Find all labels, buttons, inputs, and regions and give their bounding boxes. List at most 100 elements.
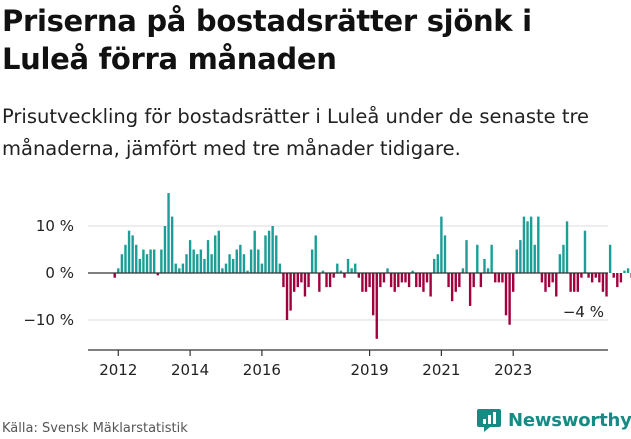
bar [303,273,307,297]
bar [537,216,540,273]
bar [494,273,497,283]
bar [210,254,213,273]
bar [540,273,544,283]
bar [533,244,536,273]
bar [501,273,504,283]
bar [587,273,590,278]
x-tick-label: 2016 [243,361,281,379]
bar [300,273,303,283]
bar [583,230,587,273]
bar [407,273,411,288]
source-note: Källa: Svensk Mäklarstatistik [2,421,188,436]
bar [217,230,221,273]
bar [616,273,619,288]
bar [267,230,271,273]
bar [135,244,138,273]
bar [386,268,389,273]
bar [436,254,439,273]
bar [447,273,450,288]
bar [185,254,188,273]
bar [142,249,145,273]
bar [332,273,335,278]
bar [368,273,371,288]
bar [174,263,177,273]
bar [228,254,231,273]
bar [339,270,343,273]
bar [199,249,203,273]
bar [580,273,583,278]
bar [167,193,170,273]
bar [565,221,569,273]
bar [149,249,152,273]
bar [124,244,127,273]
y-tick-label: 10 % [36,217,74,235]
bar [188,240,192,273]
bar [389,273,393,288]
bar [379,273,382,288]
bar [411,270,414,273]
bar [601,273,605,292]
bar [275,235,278,273]
bar [336,263,339,273]
newsworthy-logo[interactable]: Newsworthy [476,407,631,433]
bar [278,263,282,273]
bar [400,273,404,283]
bar [497,273,501,283]
bar [354,263,357,273]
bar [343,273,346,278]
bar [371,273,375,316]
last-value-label: −4 % [563,303,604,321]
bar [224,263,228,273]
bar [145,254,149,273]
bar [573,273,576,292]
bar [594,273,597,278]
x-tick-label: 2023 [494,361,532,379]
bar [307,273,310,288]
bar [590,273,594,283]
brand-name: Newsworthy [508,409,631,431]
bar [231,258,235,273]
bar [555,273,558,297]
bar [486,268,490,273]
bar [285,273,289,320]
bar [160,249,163,273]
x-tick-label: 2019 [350,361,388,379]
bar [163,226,167,273]
bar [562,244,565,273]
bar [558,254,562,273]
bar [598,273,601,283]
bar [264,235,267,273]
bar [508,273,511,325]
bar [519,240,522,273]
bar [192,249,195,273]
bar [152,249,156,273]
bar [529,216,533,273]
bar [214,235,217,273]
bar [221,268,224,273]
bar [623,270,626,273]
bar [364,273,368,292]
bar [260,263,264,273]
newsworthy-bars-icon [477,409,501,432]
bar [181,263,185,273]
bar [206,240,210,273]
bar [170,216,174,273]
bar [544,273,547,292]
bar [612,273,615,278]
bar [325,273,328,288]
bar [310,249,314,273]
bar [271,226,274,273]
bar [504,273,508,316]
bar [361,273,364,292]
bar [393,273,396,292]
bar [178,268,181,273]
bar [576,273,580,292]
bar [239,244,242,273]
bar [113,273,116,278]
x-tick-label: 2014 [171,361,209,379]
bar [346,258,350,273]
bar [120,254,124,273]
bar [138,258,142,273]
bar [461,268,465,273]
y-tick-label: 0 % [45,264,74,282]
